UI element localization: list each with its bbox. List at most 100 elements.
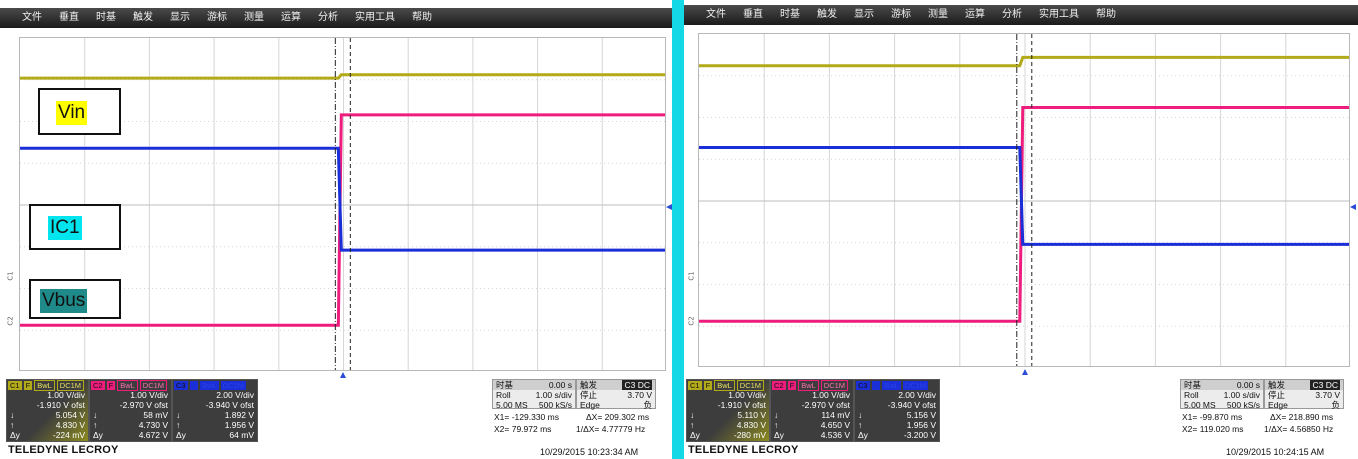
channel-3-trace xyxy=(699,146,1349,246)
channel-3-flag: F xyxy=(189,380,199,390)
timebase-tdiv: 1.00 s/div xyxy=(535,390,572,400)
channel-1-upper: 4.830 V xyxy=(55,420,85,430)
timebase-panel[interactable]: 时基 0.00 s Roll 1.00 s/div 5.00 MS 500 kS/s xyxy=(492,379,576,410)
c2-ground-marker[interactable]: C2 xyxy=(6,316,15,326)
channel-2-vdiv: 1.00 V/div xyxy=(130,390,168,400)
channel-3-delta-sym: Δy xyxy=(176,430,186,440)
channel-1-panel[interactable]: C1 F BwL DC1M 1.00 V/div -1.910 V ofst ↓ 5.1… xyxy=(686,379,770,442)
timebase-offset: 0.00 s xyxy=(548,380,572,390)
cursor-x2: X2= 119.020 ms xyxy=(1182,424,1244,434)
channel-2-lower-sym: ↓ xyxy=(93,410,98,420)
channel-3-flag: F xyxy=(871,380,881,390)
trigger-type: Edge xyxy=(580,400,600,410)
timebase-title: 时基 xyxy=(496,380,514,390)
menu-utilities[interactable]: 实用工具 xyxy=(1039,9,1079,20)
vbus-label: Vbus xyxy=(40,289,88,313)
c2-ground-marker[interactable]: C2 xyxy=(687,316,696,326)
channel-3-delta: 64 mV xyxy=(229,430,254,440)
timestamp: 10/29/2015 10:24:15 AM xyxy=(1226,447,1325,457)
menu-analysis[interactable]: 分析 xyxy=(318,12,338,23)
channel-3-upper: 1.956 V xyxy=(906,420,936,430)
menu-vertical[interactable]: 垂直 xyxy=(743,9,763,20)
menu-math[interactable]: 运算 xyxy=(281,12,301,23)
channel-3-upper-sym: ↑ xyxy=(858,420,863,430)
channel-2-flag: F xyxy=(787,380,797,390)
menu-file[interactable]: 文件 xyxy=(22,12,42,23)
c1-ground-marker[interactable]: C1 xyxy=(687,271,696,281)
channel-2-offset: -2.970 V ofst xyxy=(119,400,168,410)
trigger-position-marker[interactable] xyxy=(1022,369,1028,375)
channel-3-bw: BwL xyxy=(200,380,219,390)
trigger-source: C3 DC xyxy=(622,380,652,390)
channel-1-upper-sym: ↑ xyxy=(10,420,15,430)
channel-1-lower: 5.054 V xyxy=(55,410,85,420)
c1-ground-marker[interactable]: C1 xyxy=(6,271,15,281)
menu-help[interactable]: 帮助 xyxy=(1096,9,1116,20)
menu-timebase[interactable]: 时基 xyxy=(780,9,800,20)
channel-2-upper-sym: ↑ xyxy=(774,420,779,430)
channel-2-panel[interactable]: C2 F BwL DC1M 1.00 V/div -2.970 V ofst ↓ 114… xyxy=(770,379,854,442)
channel-3-bw: BwL xyxy=(882,380,901,390)
channel-2-panel[interactable]: C2 F BwL DC1M 1.00 V/div -2.970 V ofst ↓ 58 … xyxy=(89,379,172,442)
trigger-source: C3 DC xyxy=(1310,380,1340,390)
menu-trigger[interactable]: 触发 xyxy=(817,9,837,20)
channel-1-offset: -1.910 V ofst xyxy=(717,400,766,410)
trigger-level: 3.70 V xyxy=(627,390,652,400)
trigger-state: 停止 xyxy=(1268,390,1286,400)
channel-3-lower: 1.892 V xyxy=(224,410,254,420)
channel-1-vdiv: 1.00 V/div xyxy=(47,390,85,400)
trigger-state: 停止 xyxy=(580,390,598,400)
trigger-level-marker[interactable] xyxy=(666,204,672,210)
cursor-x1: X1= -99.870 ms xyxy=(1182,412,1243,422)
vin-label: Vin xyxy=(56,101,88,125)
trigger-position-marker[interactable] xyxy=(340,372,346,378)
channel-3-lower-sym: ↓ xyxy=(176,410,181,420)
screenshot-divider xyxy=(672,0,684,459)
timestamp: 10/29/2015 10:23:34 AM xyxy=(540,447,639,457)
menu-cursors[interactable]: 游标 xyxy=(207,12,227,23)
channel-3-lower: 5.156 V xyxy=(906,410,936,420)
channel-1-delta: -280 mV xyxy=(733,430,766,440)
trigger-slope: 负 xyxy=(643,400,652,410)
channel-1-panel[interactable]: C1 F BwL DC1M 1.00 V/div -1.910 V ofst ↓ 5.0… xyxy=(6,379,89,442)
timebase-rate: 500 kS/s xyxy=(538,400,572,410)
menu-math[interactable]: 运算 xyxy=(965,9,985,20)
channel-1-delta: -224 mV xyxy=(52,430,85,440)
menu-trigger[interactable]: 触发 xyxy=(133,12,153,23)
channel-2-id: C2 xyxy=(91,380,105,390)
channel-2-coupling: DC1M xyxy=(820,379,849,391)
channel-1-vdiv: 1.00 V/div xyxy=(728,390,766,400)
menu-measure[interactable]: 测量 xyxy=(244,12,264,23)
trigger-level-marker[interactable] xyxy=(1350,204,1356,210)
menu-timebase[interactable]: 时基 xyxy=(96,12,116,23)
menu-vertical[interactable]: 垂直 xyxy=(59,12,79,23)
trigger-title: 触发 xyxy=(1268,380,1286,390)
menu-display[interactable]: 显示 xyxy=(170,12,190,23)
channel-2-bw: BwL xyxy=(798,379,819,391)
menu-cursors[interactable]: 游标 xyxy=(891,9,911,20)
menu-file[interactable]: 文件 xyxy=(706,9,726,20)
channel-3-panel[interactable]: C3 F BwL DC1M 2.00 V/div -3.940 V ofst ↓ 1.8… xyxy=(172,379,258,442)
menu-analysis[interactable]: 分析 xyxy=(1002,9,1022,20)
timebase-offset: 0.00 s xyxy=(1236,380,1260,390)
menu-bar: 文件 垂直 时基 触发 显示 游标 测量 运算 分析 实用工具 帮助 xyxy=(684,5,1358,25)
waveform-grid[interactable] xyxy=(698,33,1350,367)
trigger-panel[interactable]: 触发 C3 DC 停止 3.70 V Edge 负 xyxy=(1264,379,1344,410)
waveform-grid[interactable] xyxy=(19,37,666,371)
channel-2-offset: -2.970 V ofst xyxy=(801,400,850,410)
menu-help[interactable]: 帮助 xyxy=(412,12,432,23)
waveform-traces xyxy=(699,34,1349,366)
trigger-panel[interactable]: 触发 C3 DC 停止 3.70 V Edge 负 xyxy=(576,379,656,410)
menu-utilities[interactable]: 实用工具 xyxy=(355,12,395,23)
channel-3-coupling: DC1M xyxy=(220,380,247,390)
channel-3-upper-sym: ↑ xyxy=(176,420,181,430)
menu-measure[interactable]: 测量 xyxy=(928,9,948,20)
channel-3-panel[interactable]: C3 F BwL DC1M 2.00 V/div -3.940 V ofst ↓ 5.1… xyxy=(854,379,940,442)
channel-1-upper-sym: ↑ xyxy=(690,420,695,430)
trigger-slope: 负 xyxy=(1331,400,1340,410)
menu-display[interactable]: 显示 xyxy=(854,9,874,20)
cursor-delta-x: ΔX= 218.890 ms xyxy=(1270,412,1334,422)
brand-logo: TELEDYNE LECROY xyxy=(688,444,799,456)
timebase-rate: 500 kS/s xyxy=(1226,400,1260,410)
timebase-panel[interactable]: 时基 0.00 s Roll 1.00 s/div 5.00 MS 500 kS/s xyxy=(1180,379,1264,410)
